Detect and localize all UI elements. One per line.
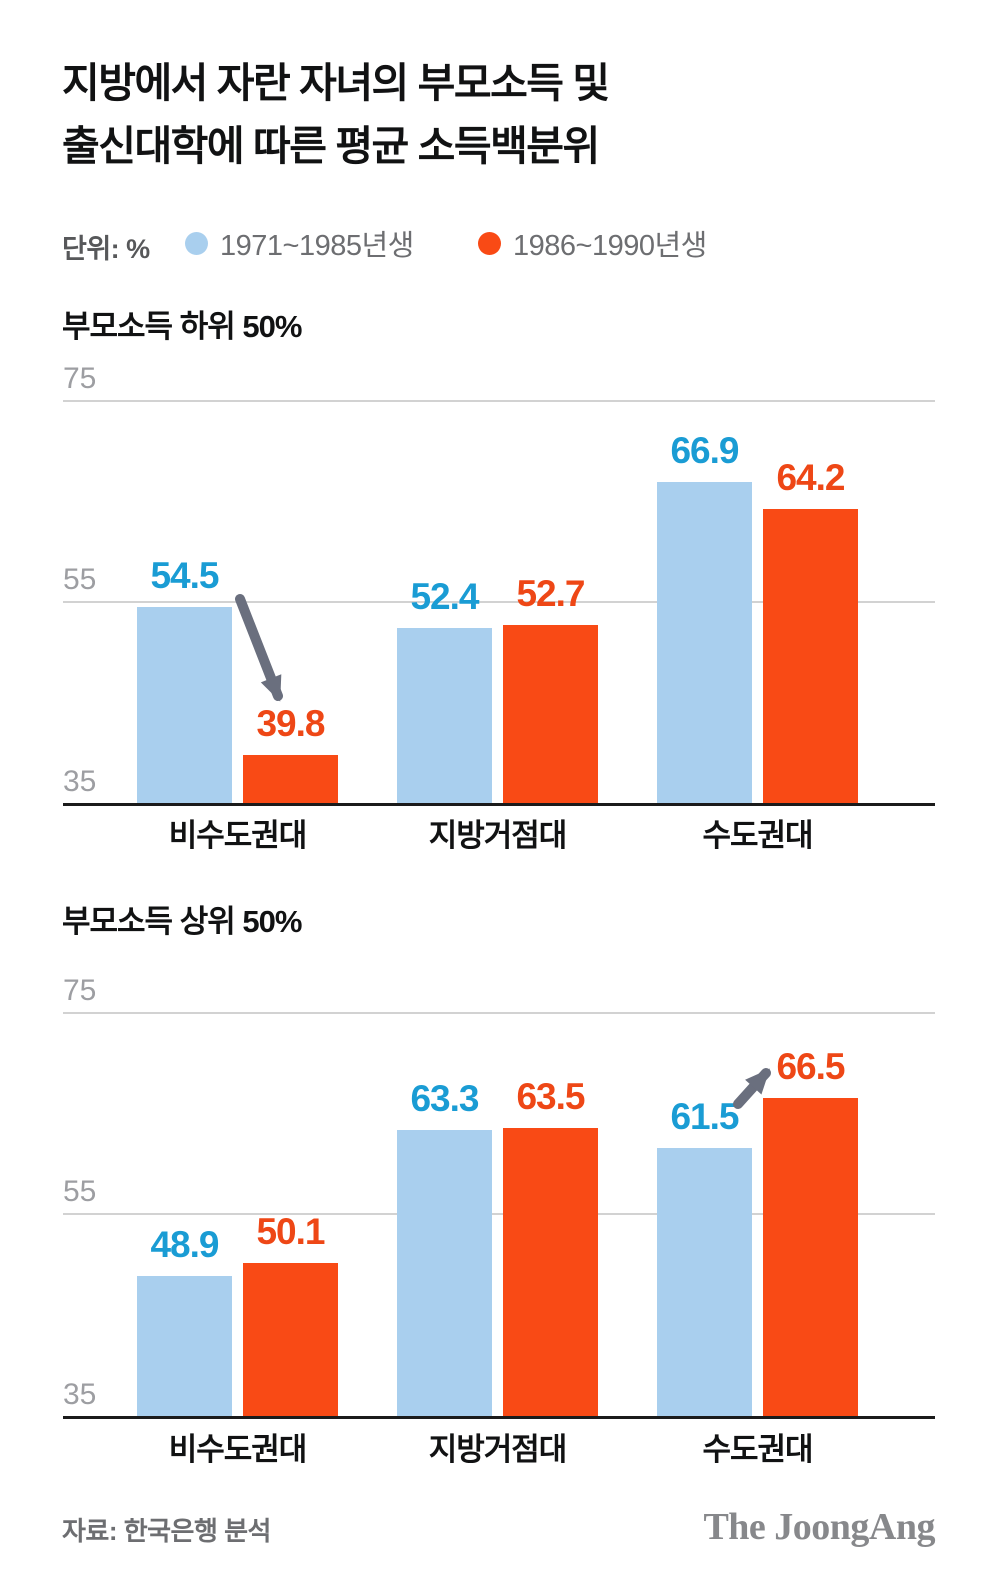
bar-red-2 bbox=[503, 624, 598, 803]
page-title-line-1: 지방에서 자란 자녀의 부모소득 및 bbox=[62, 60, 610, 106]
value-label-blue-3: 61.5 bbox=[670, 1096, 739, 1138]
ytick-label-55: 55 bbox=[63, 563, 97, 596]
category-label-3: 수도권대 bbox=[702, 1432, 813, 1467]
category-label-1: 비수도권대 bbox=[168, 1432, 308, 1467]
value-label-blue-1: 48.9 bbox=[150, 1223, 219, 1265]
value-label-blue-2: 63.3 bbox=[410, 1078, 479, 1120]
page-title: 지방에서 자란 자녀의 부모소득 및 출신대학에 따른 평균 소득백분위 bbox=[62, 52, 942, 178]
source-note: 자료: 한국은행 분석 bbox=[62, 1516, 271, 1546]
decrease-arrow-icon bbox=[235, 594, 283, 702]
bar-red-3 bbox=[763, 1097, 858, 1416]
value-label-red-1: 50.1 bbox=[256, 1211, 325, 1253]
bar-blue-1 bbox=[137, 1275, 232, 1416]
brand-logo: The JoongAng bbox=[703, 1506, 935, 1548]
page-title-line-2: 출신대학에 따른 평균 소득백분위 bbox=[62, 123, 600, 169]
value-label-red-2: 52.7 bbox=[516, 572, 585, 614]
chart1-title: 부모소득 하위 50% bbox=[62, 309, 302, 344]
legend-label-1986-1990: 1986~1990년생 bbox=[513, 230, 707, 262]
bar-red-2 bbox=[503, 1128, 598, 1416]
value-label-blue-2: 52.4 bbox=[410, 575, 479, 617]
value-label-blue-1: 54.5 bbox=[150, 554, 219, 596]
category-label-1: 비수도권대 bbox=[168, 818, 308, 853]
value-label-red-3: 66.5 bbox=[776, 1045, 845, 1087]
x-axis-baseline bbox=[63, 803, 935, 806]
gridline-55 bbox=[63, 601, 935, 603]
legend-label-1971-1985: 1971~1985년생 bbox=[220, 230, 414, 262]
bar-blue-3 bbox=[657, 481, 752, 803]
gridline-75 bbox=[63, 400, 935, 402]
x-axis-baseline bbox=[63, 1416, 935, 1419]
ytick-label-35: 35 bbox=[63, 1378, 97, 1411]
category-label-3: 수도권대 bbox=[702, 818, 813, 853]
value-label-red-3: 64.2 bbox=[776, 456, 845, 498]
ytick-label-35: 35 bbox=[63, 765, 97, 798]
gridline-75 bbox=[63, 1012, 935, 1014]
ytick-label-55: 55 bbox=[63, 1175, 97, 1208]
value-label-red-1: 39.8 bbox=[256, 702, 325, 744]
value-label-blue-3: 66.9 bbox=[670, 429, 739, 471]
bar-red-3 bbox=[763, 508, 858, 803]
legend-item-1971-1985: 1971~1985년생 bbox=[185, 222, 414, 264]
bar-red-1 bbox=[243, 754, 338, 803]
ytick-label-75: 75 bbox=[63, 362, 97, 395]
unit-label: 단위: % bbox=[62, 234, 150, 264]
legend-item-1986-1990: 1986~1990년생 bbox=[478, 222, 707, 264]
category-label-2: 지방거점대 bbox=[428, 1432, 568, 1467]
bar-blue-2 bbox=[397, 627, 492, 803]
chart2-title: 부모소득 상위 50% bbox=[62, 904, 302, 939]
legend-dot-blue-icon bbox=[185, 231, 208, 255]
value-label-red-2: 63.5 bbox=[516, 1076, 585, 1118]
legend-dot-red-icon bbox=[478, 231, 501, 255]
bar-blue-2 bbox=[397, 1130, 492, 1416]
bar-blue-3 bbox=[657, 1148, 752, 1416]
ytick-label-75: 75 bbox=[63, 974, 97, 1007]
gridline-55 bbox=[63, 1213, 935, 1215]
category-label-2: 지방거점대 bbox=[428, 818, 568, 853]
bar-red-1 bbox=[243, 1263, 338, 1416]
bar-blue-1 bbox=[137, 606, 232, 803]
